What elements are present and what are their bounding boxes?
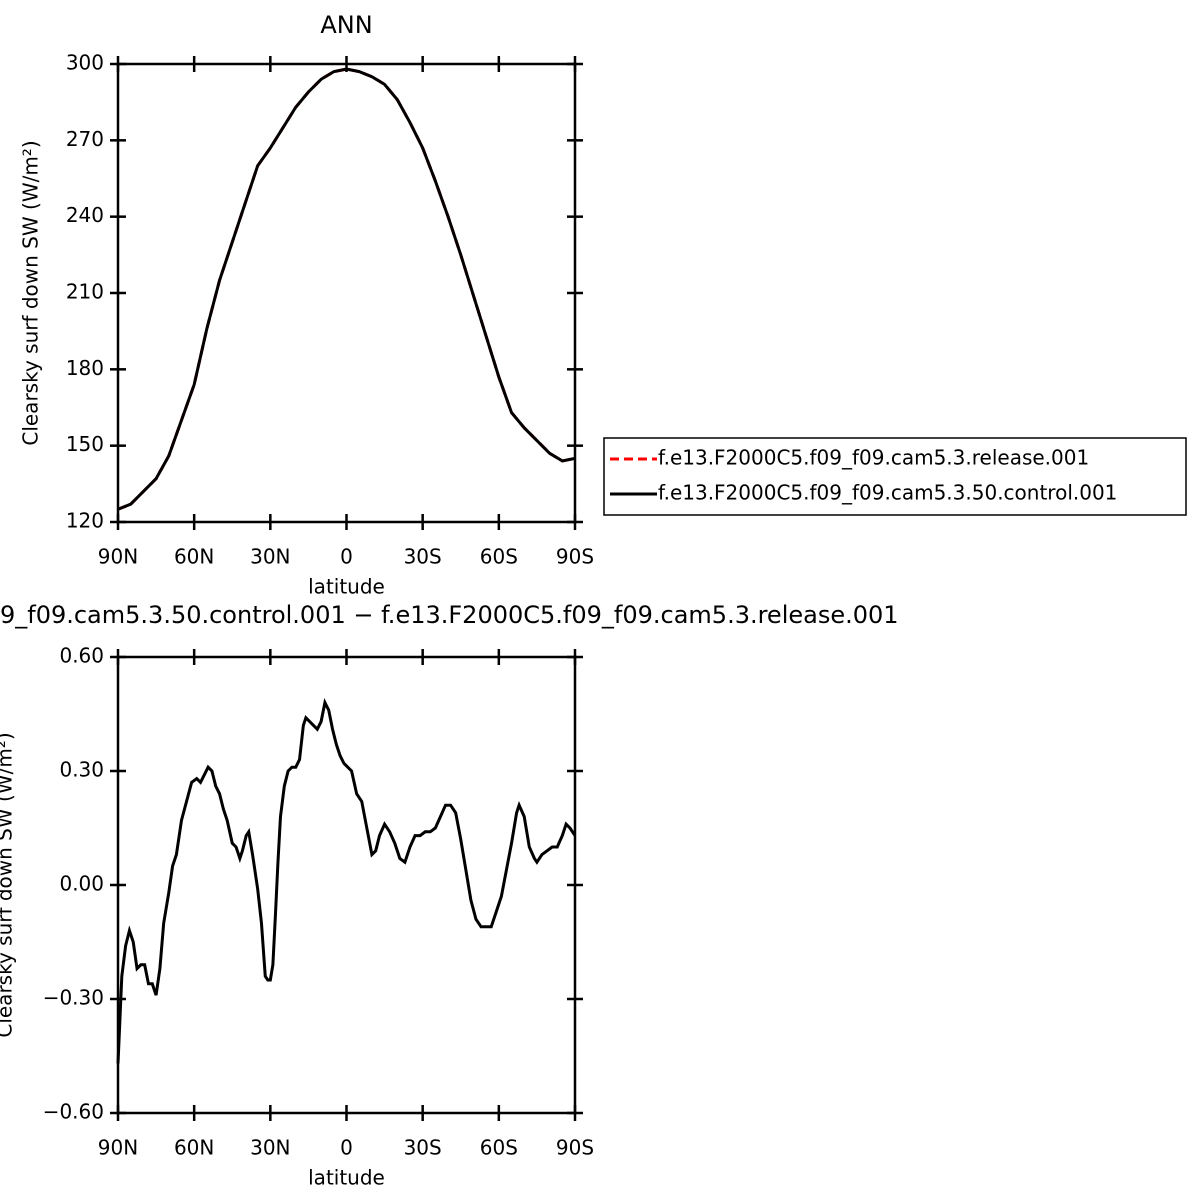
x-tick-label: 60N [174,1136,214,1160]
x-tick-label: 30N [250,1136,290,1160]
x-tick-label: 60S [480,1136,518,1160]
x-tick-label: 60S [480,545,518,569]
y-tick-label: 0.30 [59,758,104,782]
data-line [117,67,576,511]
y-tick-label: 270 [66,127,104,151]
y-tick-label: 240 [66,203,104,227]
y-tick-label: 0.00 [59,872,104,896]
y-tick-label: 180 [66,356,104,380]
x-tick-label: 90S [556,545,594,569]
y-tick-label: 210 [66,280,104,304]
data-line [117,67,576,511]
x-tick-label: 90N [98,545,138,569]
y-tick-label: 150 [66,432,104,456]
x-tick-label: 90N [98,1136,138,1160]
plot-frame [116,655,577,1115]
x-tick-label: 90S [556,1136,594,1160]
x-tick-label: 30S [404,545,442,569]
x-tick-label: 0 [340,1136,353,1160]
chart-title: ANN [320,11,372,39]
legend-label: f.e13.F2000C5.f09_f09.cam5.3.release.001 [658,446,1089,470]
y-tick-label: 0.60 [59,644,104,668]
x-tick-label: 30N [250,545,290,569]
x-tick-label: 0 [340,545,353,569]
data-line [116,698,577,1064]
y-tick-label: −0.30 [43,986,104,1010]
x-tick-label: 30S [404,1136,442,1160]
y-tick-label: −0.60 [43,1100,104,1124]
legend-label: f.e13.F2000C5.f09_f09.cam5.3.50.control.… [658,481,1117,505]
x-axis-label: latitude [308,575,385,599]
y-axis-label: Clearsky surf down SW (W/m²) [0,732,17,1037]
y-axis-label: Clearsky surf down SW (W/m²) [19,140,43,445]
x-axis-label: latitude [308,1166,385,1190]
legend-box [603,437,1187,516]
y-tick-label: 120 [66,509,104,533]
x-tick-label: 60N [174,545,214,569]
chart-title: f.e13.F2000C5.f09_f09.cam5.3.50.control.… [0,601,899,629]
plot-frame [116,62,577,524]
y-tick-label: 300 [66,51,104,75]
